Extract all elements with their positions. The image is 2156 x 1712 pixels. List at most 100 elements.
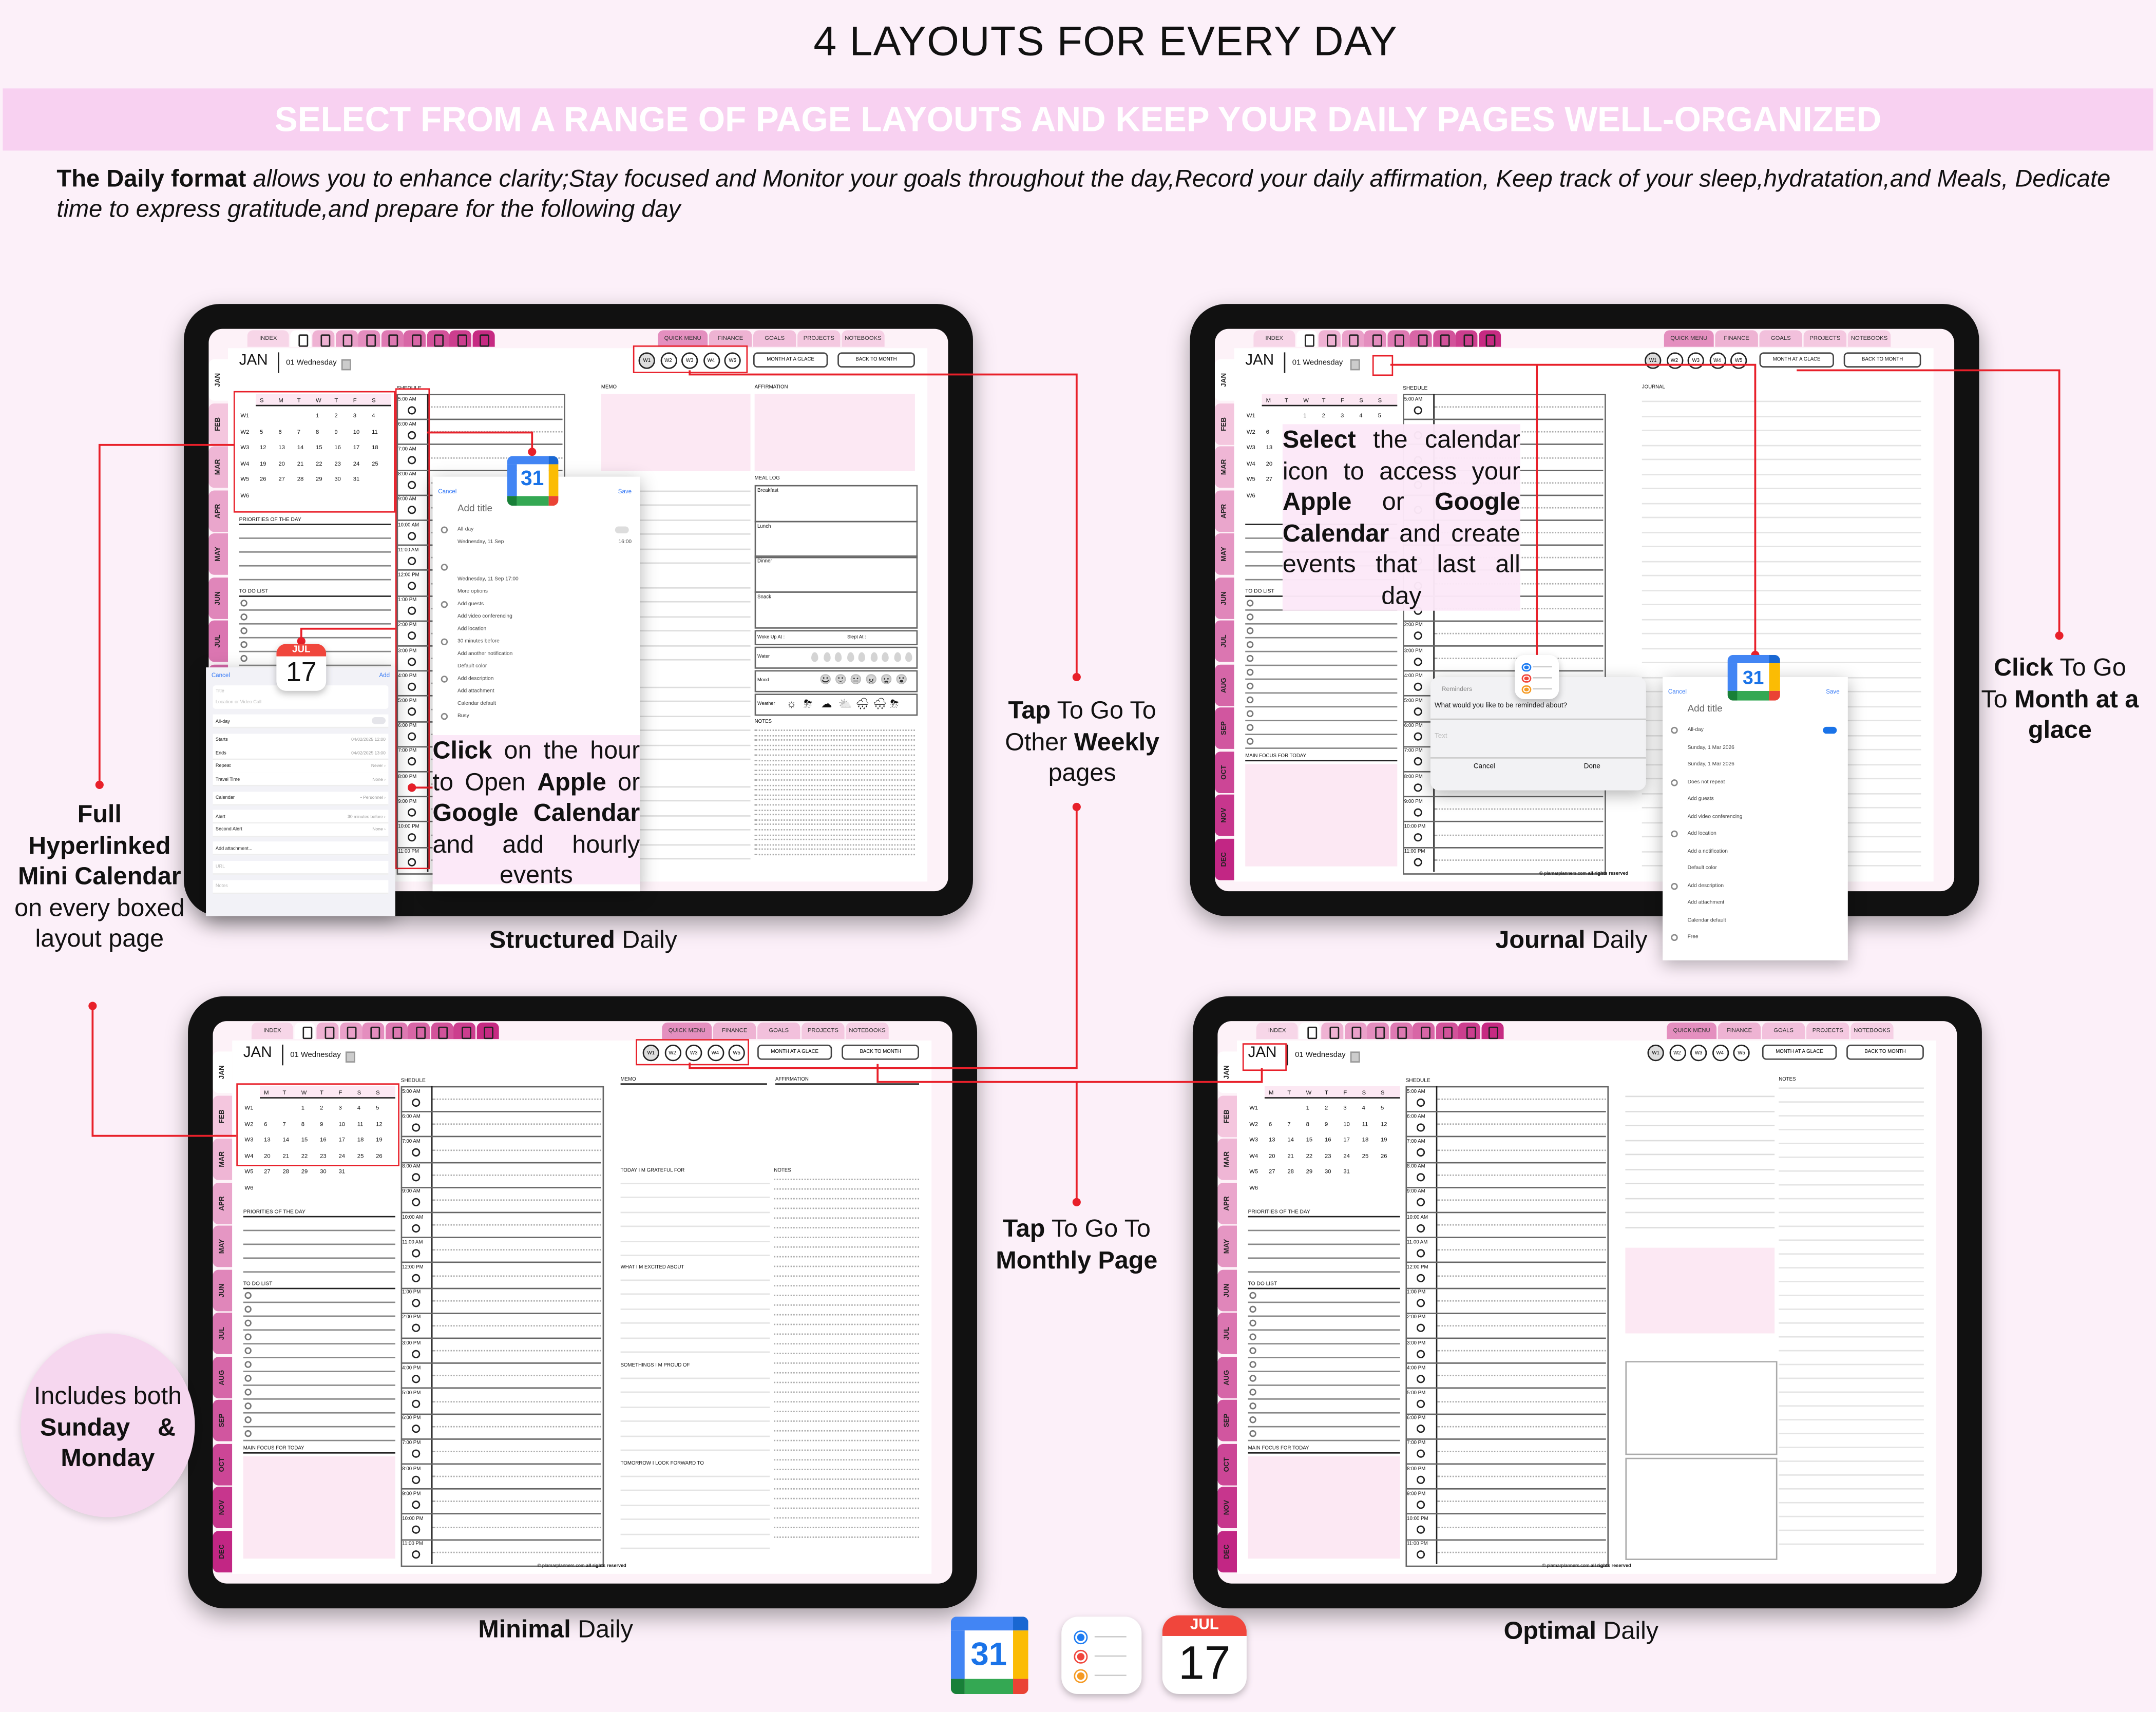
todo-checkbox[interactable] bbox=[1249, 1361, 1256, 1368]
tab-calendar[interactable] bbox=[1321, 1022, 1344, 1040]
water-drop-icon[interactable] bbox=[905, 652, 912, 662]
hour-slot-700pm[interactable]: 7:00 PM bbox=[401, 1438, 431, 1464]
hour-slot-900am[interactable]: 9:00 AM bbox=[401, 1187, 431, 1212]
month-tab-jun[interactable]: JUN bbox=[213, 1269, 233, 1311]
google-row-add-a-notification[interactable]: Add a notification bbox=[1687, 848, 1728, 854]
month-at-a-glace-button[interactable]: MONTH AT A GLACE bbox=[753, 352, 828, 368]
tab-growth-chart[interactable] bbox=[1432, 330, 1455, 347]
hour-slot-500pm[interactable]: 5:00 PM bbox=[1405, 1388, 1436, 1413]
hour-slot-400pm[interactable]: 4:00 PM bbox=[1405, 1363, 1436, 1388]
meal-box-snack[interactable]: Snack bbox=[754, 590, 918, 628]
week-link-w6[interactable]: W6 bbox=[1249, 1183, 1258, 1190]
todo-checkbox[interactable] bbox=[1246, 724, 1254, 731]
water-drop-icon[interactable] bbox=[834, 652, 842, 662]
day-link[interactable]: 4 bbox=[1362, 1104, 1365, 1111]
tab-self-care[interactable] bbox=[1389, 1022, 1412, 1040]
day-link[interactable]: 14 bbox=[1287, 1136, 1294, 1143]
tab-calendar[interactable] bbox=[290, 330, 311, 347]
hour-slot-1200pm[interactable]: 12:00 PM bbox=[1405, 1262, 1436, 1287]
week-link-w3[interactable]: W3 bbox=[240, 444, 250, 451]
tab-calendar[interactable] bbox=[312, 330, 335, 347]
todo-checkbox[interactable] bbox=[240, 627, 247, 634]
hour-slot-500am[interactable]: 5:00 AM bbox=[1405, 1086, 1436, 1111]
week-link-w4[interactable]: W4 bbox=[244, 1151, 254, 1159]
day-link[interactable]: 20 bbox=[1266, 459, 1273, 467]
day-link[interactable]: 14 bbox=[297, 444, 304, 451]
hour-slot-600pm[interactable]: 6:00 PM bbox=[1405, 1413, 1436, 1438]
week-button-w5[interactable]: W5 bbox=[724, 352, 741, 369]
tab-index[interactable]: INDEX bbox=[247, 330, 289, 347]
hour-slot-300pm[interactable]: 3:00 PM bbox=[397, 645, 427, 670]
day-link[interactable]: 27 bbox=[1268, 1167, 1275, 1175]
hour-slot-600am[interactable]: 6:00 AM bbox=[1405, 1111, 1436, 1137]
todo-checkbox[interactable] bbox=[1246, 627, 1254, 634]
month-tab-aug[interactable]: AUG bbox=[1217, 1356, 1237, 1398]
tab-notebooks[interactable]: NOTEBOOKS bbox=[842, 330, 885, 347]
month-tab-jan[interactable]: JAN bbox=[1217, 1051, 1237, 1093]
day-link[interactable]: 15 bbox=[316, 444, 322, 451]
tab-index[interactable]: INDEX bbox=[251, 1022, 293, 1040]
day-link[interactable]: 29 bbox=[1306, 1167, 1313, 1175]
tab-dumbbell[interactable] bbox=[1412, 1022, 1435, 1040]
week-link-w2[interactable]: W2 bbox=[244, 1120, 254, 1127]
week-link-w2[interactable]: W2 bbox=[1246, 428, 1255, 435]
tab-notebooks[interactable]: NOTEBOOKS bbox=[1847, 330, 1891, 347]
day-link[interactable]: 5 bbox=[260, 428, 263, 435]
day-link[interactable]: 15 bbox=[1306, 1136, 1313, 1143]
day-link[interactable]: 26 bbox=[260, 475, 266, 483]
day-link[interactable]: 31 bbox=[353, 475, 360, 483]
week-button-w4[interactable]: W4 bbox=[1711, 1044, 1728, 1062]
tab-calendar[interactable] bbox=[294, 1022, 315, 1040]
tab-calendar[interactable] bbox=[1299, 1022, 1320, 1040]
hour-slot-400pm[interactable]: 4:00 PM bbox=[1403, 670, 1433, 696]
tab-calendar[interactable] bbox=[1318, 330, 1341, 347]
month-tab-oct[interactable]: OCT bbox=[1215, 751, 1234, 793]
hour-slot-1100pm[interactable]: 11:00 PM bbox=[397, 847, 427, 872]
day-link[interactable]: 21 bbox=[282, 1151, 290, 1159]
month-tab-feb[interactable]: FEB bbox=[1215, 402, 1234, 445]
month-tab-apr[interactable]: APR bbox=[213, 1182, 233, 1224]
day-link[interactable]: 28 bbox=[282, 1167, 290, 1175]
month-tab-apr[interactable]: APR bbox=[1215, 490, 1234, 531]
month-tab-feb[interactable]: FEB bbox=[1217, 1095, 1237, 1137]
apple-row-travel-time[interactable]: Travel Time None › bbox=[213, 772, 389, 786]
week-button-w4[interactable]: W4 bbox=[702, 352, 720, 369]
week-link-w5[interactable]: W5 bbox=[1249, 1167, 1258, 1175]
tab-fitness[interactable] bbox=[358, 330, 380, 347]
day-link[interactable]: 30 bbox=[320, 1167, 327, 1175]
all-day-toggle[interactable] bbox=[372, 716, 386, 724]
day-link[interactable]: 7 bbox=[1287, 1120, 1291, 1127]
todo-checkbox[interactable] bbox=[1246, 710, 1254, 717]
day-link[interactable]: 25 bbox=[372, 459, 378, 467]
apple-row-add-attachment-[interactable]: Add attachment... bbox=[213, 841, 389, 856]
reminders-done-button[interactable]: Done bbox=[1583, 762, 1600, 771]
week-link-w6[interactable]: W6 bbox=[240, 491, 250, 498]
month-tab-jan[interactable]: JAN bbox=[208, 359, 228, 401]
hour-slot-700pm[interactable]: 7:00 PM bbox=[1403, 746, 1433, 771]
back-to-month-button[interactable]: BACK TO MONTH bbox=[1843, 352, 1921, 368]
day-link[interactable]: 6 bbox=[278, 428, 282, 435]
month-tab-may[interactable]: MAY bbox=[1217, 1225, 1237, 1267]
todo-checkbox[interactable] bbox=[244, 1389, 252, 1396]
month-tab-apr[interactable]: APR bbox=[208, 490, 228, 531]
month-tab-may[interactable]: MAY bbox=[213, 1225, 233, 1267]
todo-checkbox[interactable] bbox=[1249, 1347, 1256, 1354]
calendar-picker-icon[interactable] bbox=[1350, 1051, 1360, 1063]
day-link[interactable]: 7 bbox=[282, 1120, 286, 1127]
hour-slot-900am[interactable]: 9:00 AM bbox=[1405, 1187, 1436, 1212]
day-link[interactable]: 13 bbox=[278, 444, 285, 451]
tab-finance[interactable]: FINANCE bbox=[1718, 1022, 1761, 1040]
day-link[interactable]: 16 bbox=[334, 444, 341, 451]
tab-notes[interactable] bbox=[1344, 1022, 1366, 1040]
week-link-w5[interactable]: W5 bbox=[240, 475, 250, 483]
hour-slot-800am[interactable]: 8:00 AM bbox=[401, 1162, 431, 1187]
meal-box-lunch[interactable]: Lunch bbox=[754, 520, 918, 558]
weather-icon[interactable]: 🌨 bbox=[872, 698, 887, 710]
google-save-button[interactable]: Save bbox=[618, 488, 632, 495]
hour-slot-100pm[interactable]: 1:00 PM bbox=[401, 1287, 431, 1313]
tab-index[interactable]: INDEX bbox=[1253, 330, 1295, 347]
back-to-month-button[interactable]: BACK TO MONTH bbox=[837, 352, 915, 368]
day-link[interactable]: 19 bbox=[260, 459, 266, 467]
month-tab-oct[interactable]: OCT bbox=[213, 1443, 233, 1485]
day-link[interactable]: 18 bbox=[1362, 1136, 1369, 1143]
